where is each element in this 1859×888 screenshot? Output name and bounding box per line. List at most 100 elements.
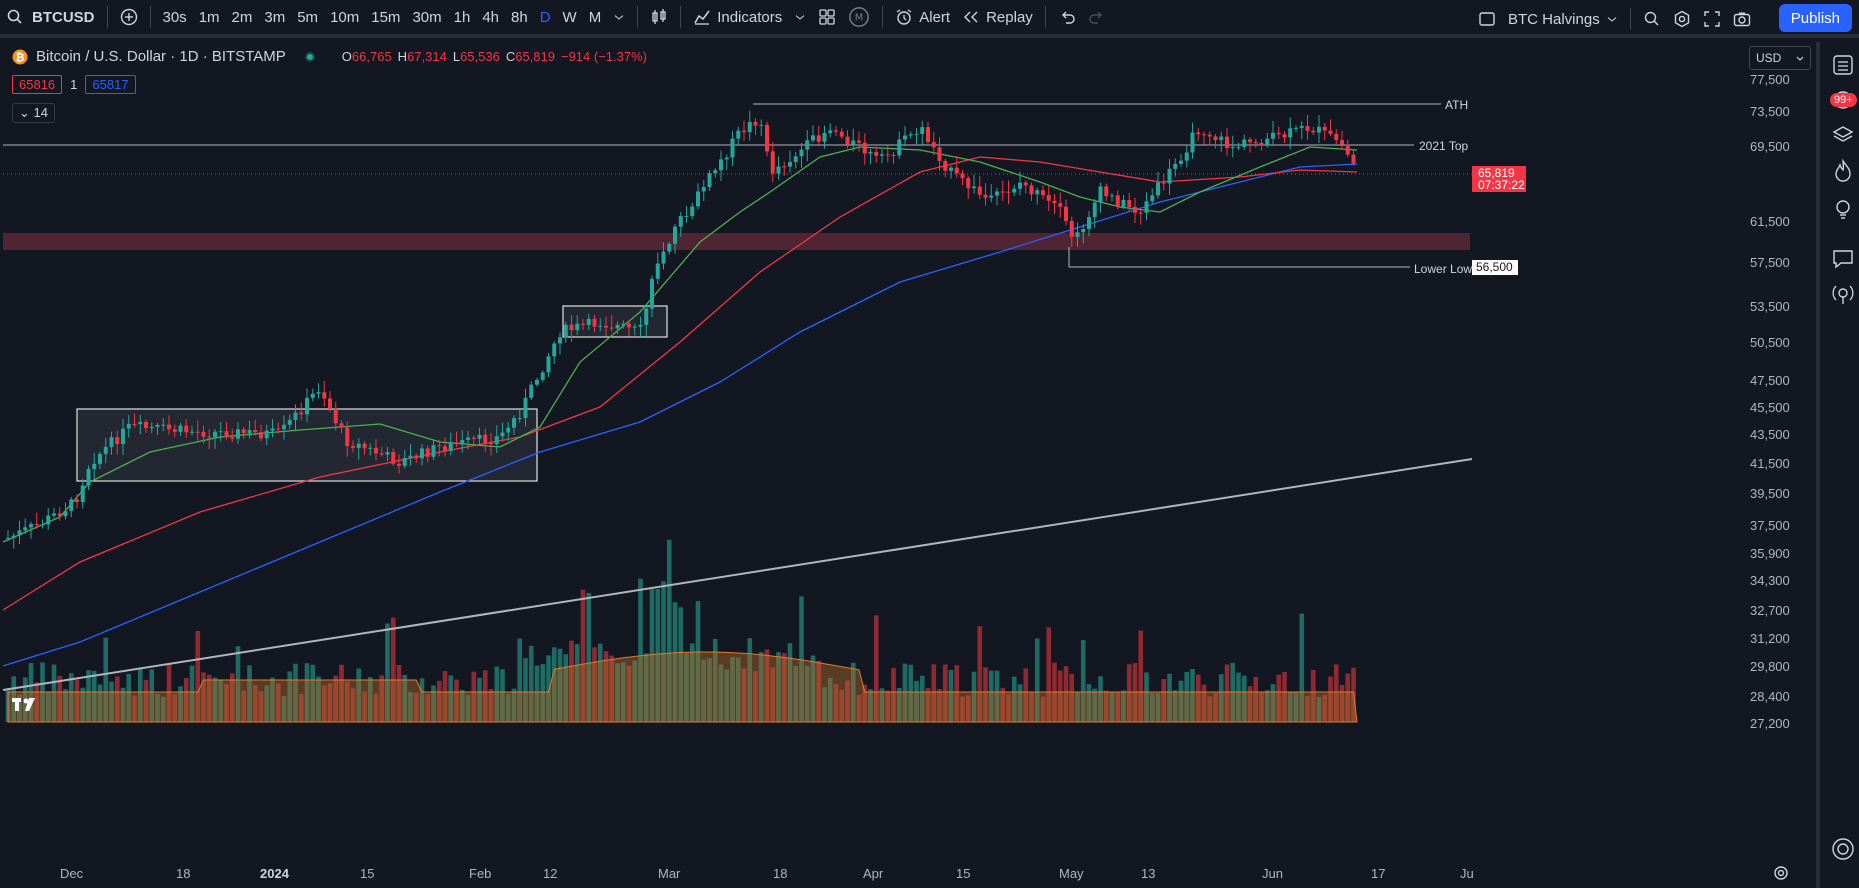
top-2021-label: 2021 Top	[1419, 139, 1469, 153]
redo-button[interactable]	[1082, 2, 1112, 32]
symbol-title[interactable]: Bitcoin / U.S. Dollar · 1D · BITSTAMP	[36, 48, 286, 65]
sma-red-line[interactable]	[2, 156, 1358, 611]
price-scale[interactable]: 77,500 73,500 69,500 61,500 57,500 53,500 50,5…	[1740, 42, 1816, 860]
volume-bar	[367, 677, 373, 722]
tradingview-logo[interactable]	[12, 698, 35, 711]
templates-button[interactable]	[812, 2, 842, 32]
trend-line[interactable]	[2, 458, 1473, 691]
broadcast-icon[interactable]	[1830, 282, 1856, 308]
candle-body	[299, 412, 304, 415]
sma-green-line[interactable]	[2, 146, 1358, 543]
interval-5m[interactable]: 5m	[297, 8, 319, 26]
quick-search-button[interactable]	[1637, 4, 1667, 34]
interval-3m[interactable]: 3m	[264, 8, 286, 26]
trading-mode-button[interactable]: M	[842, 2, 876, 32]
volume-bar	[270, 677, 275, 722]
interval-30m[interactable]: 30m	[412, 8, 442, 26]
volume-bar	[747, 638, 753, 722]
bid-button[interactable]: 65816	[12, 75, 63, 94]
alert-label: Alert	[919, 8, 951, 26]
separator	[106, 6, 108, 28]
fullscreen-button[interactable]	[1697, 4, 1727, 34]
interval-1h[interactable]: 1h	[453, 8, 471, 26]
price-label: 32,700	[1750, 603, 1790, 618]
chat-icon[interactable]	[1830, 246, 1856, 272]
notifications-badge[interactable]: 99+	[1830, 93, 1857, 107]
interval-d[interactable]: D	[539, 8, 551, 26]
volume-bar	[1057, 670, 1063, 722]
symbol-search[interactable]: BTCUSD	[0, 2, 101, 32]
volume-bar	[488, 688, 494, 722]
interval-8h[interactable]: 8h	[511, 8, 528, 26]
time-scale[interactable]: Dec 18 2024 15 Feb 12 Mar 18 Apr 15 May 13 Jun 17 Ju	[0, 860, 1780, 888]
interval-15m[interactable]: 15m	[371, 8, 401, 26]
candle-body	[1282, 134, 1287, 138]
chevron-down-icon	[795, 15, 805, 20]
interval-m[interactable]: M	[588, 8, 602, 26]
candle-body	[466, 437, 470, 440]
lower-low-price-tag: 56,500	[1472, 260, 1518, 275]
range-rectangle-2[interactable]	[562, 305, 668, 338]
price-label: 45,500	[1750, 400, 1790, 415]
publish-button[interactable]: Publish	[1778, 4, 1852, 32]
indicators-dropdown[interactable]	[788, 2, 812, 32]
volume-bar	[120, 687, 126, 722]
chart-pane[interactable]	[0, 42, 1816, 888]
candle-body	[161, 424, 166, 426]
volume-bar	[845, 680, 850, 722]
compare-button[interactable]	[114, 2, 144, 32]
candle-body	[1276, 132, 1281, 135]
watchlist-icon[interactable]	[1830, 52, 1856, 78]
volume-bar	[983, 667, 988, 722]
volume-bar	[626, 665, 632, 722]
candle-body	[207, 436, 212, 438]
alert-button[interactable]: Alert	[889, 2, 956, 32]
chart-canvas[interactable]	[0, 42, 1816, 888]
volume-bar	[1109, 691, 1115, 722]
currency-select[interactable]: USD	[1749, 46, 1811, 70]
flame-icon[interactable]	[1830, 158, 1856, 184]
candle-body	[17, 530, 22, 536]
top-toolbar: BTCUSD 30s 1m 2m 3m 5m 10m 15m 30m 1h 4h…	[0, 0, 1859, 38]
interval-w[interactable]: W	[562, 8, 577, 26]
volume-bar	[649, 589, 655, 722]
ideas-icon[interactable]	[1830, 196, 1856, 222]
volume-bar	[413, 692, 419, 722]
volume-bar	[948, 670, 954, 722]
undo-button[interactable]	[1052, 2, 1082, 32]
volume-bar	[891, 667, 896, 722]
gear-icon[interactable]	[1772, 864, 1790, 882]
market-status-icon[interactable]	[304, 51, 316, 63]
interval-10m[interactable]: 10m	[330, 8, 360, 26]
volume-bar	[143, 679, 149, 722]
interval-1m[interactable]: 1m	[198, 8, 220, 26]
candle-body	[880, 154, 884, 156]
interval-4h[interactable]: 4h	[482, 8, 499, 26]
layout-toggle[interactable]	[1472, 4, 1502, 34]
help-icon[interactable]	[1830, 836, 1856, 862]
interval-2m[interactable]: 2m	[231, 8, 253, 26]
candle-body	[805, 140, 810, 150]
volume-bar	[919, 675, 925, 722]
time-label: 15	[360, 866, 375, 881]
separator	[637, 6, 639, 28]
interval-30s[interactable]: 30s	[162, 8, 187, 26]
volume-bar	[609, 655, 615, 722]
settings-button[interactable]	[1667, 4, 1697, 34]
candle-body	[414, 455, 419, 459]
bitcoin-icon: ₿	[12, 49, 28, 64]
interval-dropdown[interactable]	[607, 2, 631, 32]
layers-icon[interactable]	[1830, 122, 1856, 148]
ask-button[interactable]: 65817	[85, 75, 136, 94]
snapshot-button[interactable]	[1727, 4, 1757, 34]
support-zone[interactable]	[3, 233, 1470, 250]
volume-bar	[804, 665, 810, 722]
replay-button[interactable]: Replay	[956, 2, 1039, 32]
layout-name-button[interactable]: BTC Halvings	[1502, 4, 1624, 34]
volume-bar	[344, 681, 350, 722]
indicators-collapse-button[interactable]: ⌄ 14	[12, 103, 55, 123]
high-value: 67,314	[407, 49, 447, 64]
chart-type-button[interactable]	[644, 2, 674, 32]
indicators-button[interactable]: Indicators	[687, 2, 788, 32]
candle-body	[512, 418, 516, 428]
